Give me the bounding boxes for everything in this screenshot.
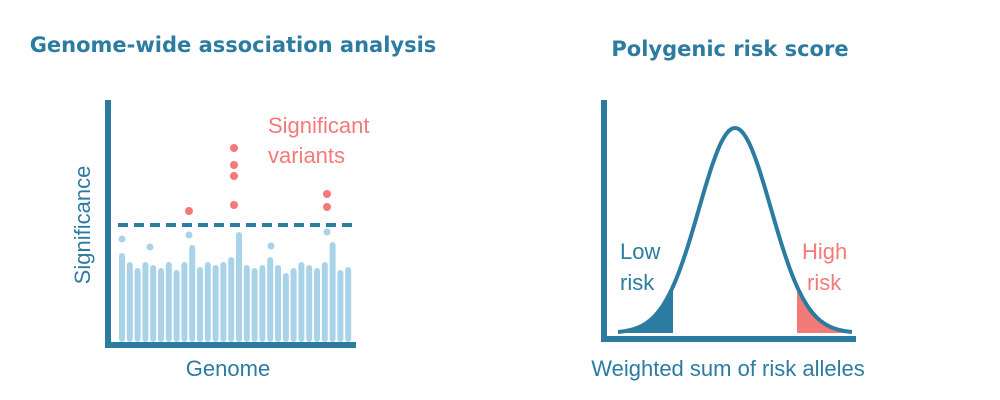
high-label: High — [802, 239, 847, 264]
right-axes — [601, 100, 856, 342]
bar — [142, 262, 149, 342]
left-title: Genome-wide association analysis — [30, 33, 437, 57]
low-label: risk — [620, 270, 655, 295]
x-label: Genome — [186, 356, 270, 381]
bar — [259, 265, 266, 342]
bar — [212, 265, 219, 342]
bar — [189, 245, 196, 342]
bar — [119, 253, 125, 342]
bar — [243, 265, 250, 342]
bar — [126, 262, 133, 342]
bar — [204, 262, 211, 342]
bar — [228, 257, 235, 342]
bar — [329, 242, 336, 342]
dots — [118, 144, 331, 251]
low-label: Low — [620, 239, 660, 264]
high-risk-area — [797, 286, 852, 333]
bar — [165, 262, 172, 342]
bell-curve — [617, 125, 853, 334]
left-axes — [105, 100, 356, 348]
bar — [275, 265, 281, 342]
bar — [181, 262, 188, 342]
x-label: Weighted sum of risk alleles — [591, 356, 865, 381]
bar — [345, 267, 352, 342]
bars — [119, 232, 352, 342]
bar — [173, 270, 180, 342]
bar — [306, 265, 313, 342]
bar — [197, 267, 203, 342]
bar — [298, 262, 305, 342]
bar — [282, 273, 289, 342]
annotation-line: Significant — [268, 113, 370, 138]
bar — [220, 262, 227, 342]
bar — [267, 257, 274, 342]
y-label: Significance — [70, 166, 95, 285]
right-title: Polygenic risk score — [611, 37, 848, 61]
bar — [134, 268, 141, 342]
bar — [290, 268, 297, 342]
bar — [337, 270, 344, 342]
low-risk-area — [618, 286, 673, 333]
bar — [314, 268, 320, 342]
high-label: risk — [807, 270, 842, 295]
bar — [321, 262, 328, 342]
bar — [150, 265, 157, 342]
bar — [251, 268, 258, 342]
bar — [158, 268, 164, 342]
bar — [236, 232, 242, 342]
annotation-line: variants — [268, 143, 345, 168]
